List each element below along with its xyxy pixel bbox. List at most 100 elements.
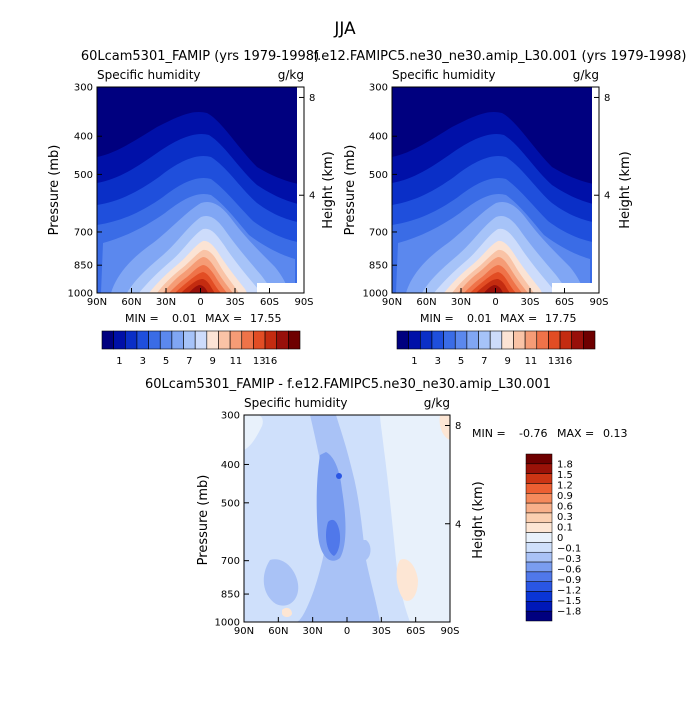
panel-left-ylabel: Pressure (mb) [47, 145, 62, 236]
colorbar-diff-swatch [525, 463, 553, 474]
panel-diff-title: 60Lcam5301_FAMIP - f.e12.FAMIPC5.ne30_ne… [145, 377, 551, 392]
colorbar-left-label: 16 [265, 356, 278, 367]
panel-diff-xtick-label: 90S [440, 626, 459, 637]
panel-diff-min-value: -0.76 [519, 427, 547, 440]
panel-right-ylabel: Pressure (mb) [343, 145, 358, 236]
colorbar-right-swatch [571, 330, 584, 350]
colorbar-left-label: 7 [186, 356, 192, 367]
panel-right-ytick-label: 700 [369, 227, 388, 238]
colorbar-right-swatch [548, 330, 561, 350]
panel-diff-xtick-label: 30S [372, 626, 391, 637]
panel-left-xtick-label: 60N [121, 297, 141, 308]
colorbar-diff-swatch [525, 532, 553, 543]
colorbar-left-swatch [136, 330, 149, 350]
colorbar-diff-label: 0.9 [557, 491, 573, 502]
panel-left-min-label: MIN = [125, 312, 159, 325]
panel-right-xtick-label: 90N [382, 297, 402, 308]
colorbar-left-swatch [194, 330, 208, 350]
colorbar-left-swatch [264, 330, 278, 350]
colorbar-right-swatch [454, 330, 468, 350]
colorbar-diff-label: 0.6 [557, 501, 573, 512]
colorbar-diff-label: −0.3 [557, 554, 581, 565]
colorbar-left-label: 13 [253, 356, 266, 367]
colorbar-right-label: 5 [458, 356, 464, 367]
colorbar-diff-label: 0.3 [557, 512, 573, 523]
panel-left-ytick-label: 300 [74, 83, 93, 94]
colorbar-diff-swatch [525, 483, 553, 494]
colorbar-diff-label: −0.6 [557, 565, 581, 576]
colorbar-right-swatch [466, 330, 479, 350]
panel-diff-plot [244, 415, 450, 622]
colorbar-right-swatch [419, 330, 433, 350]
colorbar-left-swatch [171, 330, 184, 350]
panel-diff-xtick-label: 60N [268, 626, 288, 637]
colorbar-left-swatch [218, 330, 231, 350]
panel-diff-field-label: Specific humidity [244, 396, 348, 410]
panel-right-xtick-label: 0 [492, 297, 498, 308]
panel-diff-xtick-label: 30N [303, 626, 323, 637]
colorbar-diff-label: 1.5 [557, 470, 573, 481]
colorbar-left-swatch [124, 330, 138, 350]
panel-diff-y2tick-label: 4 [455, 519, 461, 530]
colorbar-right-label: 11 [525, 356, 538, 367]
colorbar-diff-swatch [525, 473, 553, 484]
panel-diff-units: g/kg [424, 396, 450, 410]
panel-right-max-label: MAX = [500, 312, 537, 325]
colorbar-diff-label: −0.1 [557, 544, 581, 555]
panel-diff-y2label: Height (km) [471, 481, 486, 558]
panel-diff-ytick-label: 700 [221, 556, 240, 567]
colorbar-left-swatch [276, 330, 289, 350]
panel-left-xtick-label: 30S [225, 297, 244, 308]
colorbar-right-swatch [524, 330, 538, 350]
colorbar-left-swatch [113, 330, 126, 350]
panel-right-y2label: Height (km) [618, 151, 633, 228]
panel-left-field-label: Specific humidity [97, 68, 201, 82]
panel-right-min-value: 0.01 [467, 312, 492, 325]
colorbar-right-swatch [478, 330, 491, 350]
colorbar-diff-swatch [525, 512, 553, 524]
panel-diff-xtick-label: 0 [344, 626, 350, 637]
colorbar-diff-swatch [525, 542, 553, 553]
colorbar-right-label: 7 [481, 356, 487, 367]
panel-diff-ytick-label: 300 [221, 411, 240, 422]
colorbar-diff-label: 0 [557, 533, 563, 544]
colorbar-left-swatch [229, 330, 243, 350]
colorbar-diff-label: −1.5 [557, 596, 581, 607]
colorbar-right-label: 16 [560, 356, 573, 367]
panel-right-y2tick-label: 8 [604, 93, 610, 104]
panel-right-ytick-label: 850 [369, 261, 388, 272]
panel-left-xtick-label: 90S [294, 297, 313, 308]
panel-right-ytick-label: 500 [369, 170, 388, 181]
panel-left-min-value: 0.01 [172, 312, 197, 325]
colorbar-left-label: 5 [163, 356, 169, 367]
colorbar-diff-label: 0.1 [557, 522, 573, 533]
panel-right-field-label: Specific humidity [392, 68, 496, 82]
panel-diff-y2tick-label: 8 [455, 421, 461, 432]
colorbar-left-label: 9 [209, 356, 215, 367]
panel-right-xtick-label: 30S [520, 297, 539, 308]
panel-left-units: g/kg [278, 68, 304, 82]
panel-right-ytick-label: 400 [369, 132, 388, 143]
colorbar-diff-swatch [525, 522, 553, 533]
panel-diff-ytick-label: 400 [221, 460, 240, 471]
colorbar-left-swatch [253, 330, 266, 350]
panel-left-ytick-label: 1000 [68, 289, 93, 300]
colorbar-left-swatch [288, 330, 301, 350]
panel-diff-ylabel: Pressure (mb) [196, 475, 211, 566]
figure-title: JJA [333, 19, 356, 39]
colorbar-diff-swatch [525, 601, 553, 612]
colorbar-diff-swatch [525, 561, 553, 573]
colorbar-left-swatch [206, 330, 219, 350]
panel-diff-min-label: MIN = [472, 427, 506, 440]
panel-right-xtick-label: 90S [589, 297, 608, 308]
panel-left-title: 60Lcam5301_FAMIP (yrs 1979-1998) [81, 49, 319, 64]
colorbar-diff-swatch [525, 571, 553, 582]
colorbar-diff-label: 1.8 [557, 459, 573, 470]
colorbar-diff-swatch [525, 610, 553, 622]
panel-diff-ytick-label: 500 [221, 498, 240, 509]
colorbar-right-swatch [501, 330, 514, 350]
